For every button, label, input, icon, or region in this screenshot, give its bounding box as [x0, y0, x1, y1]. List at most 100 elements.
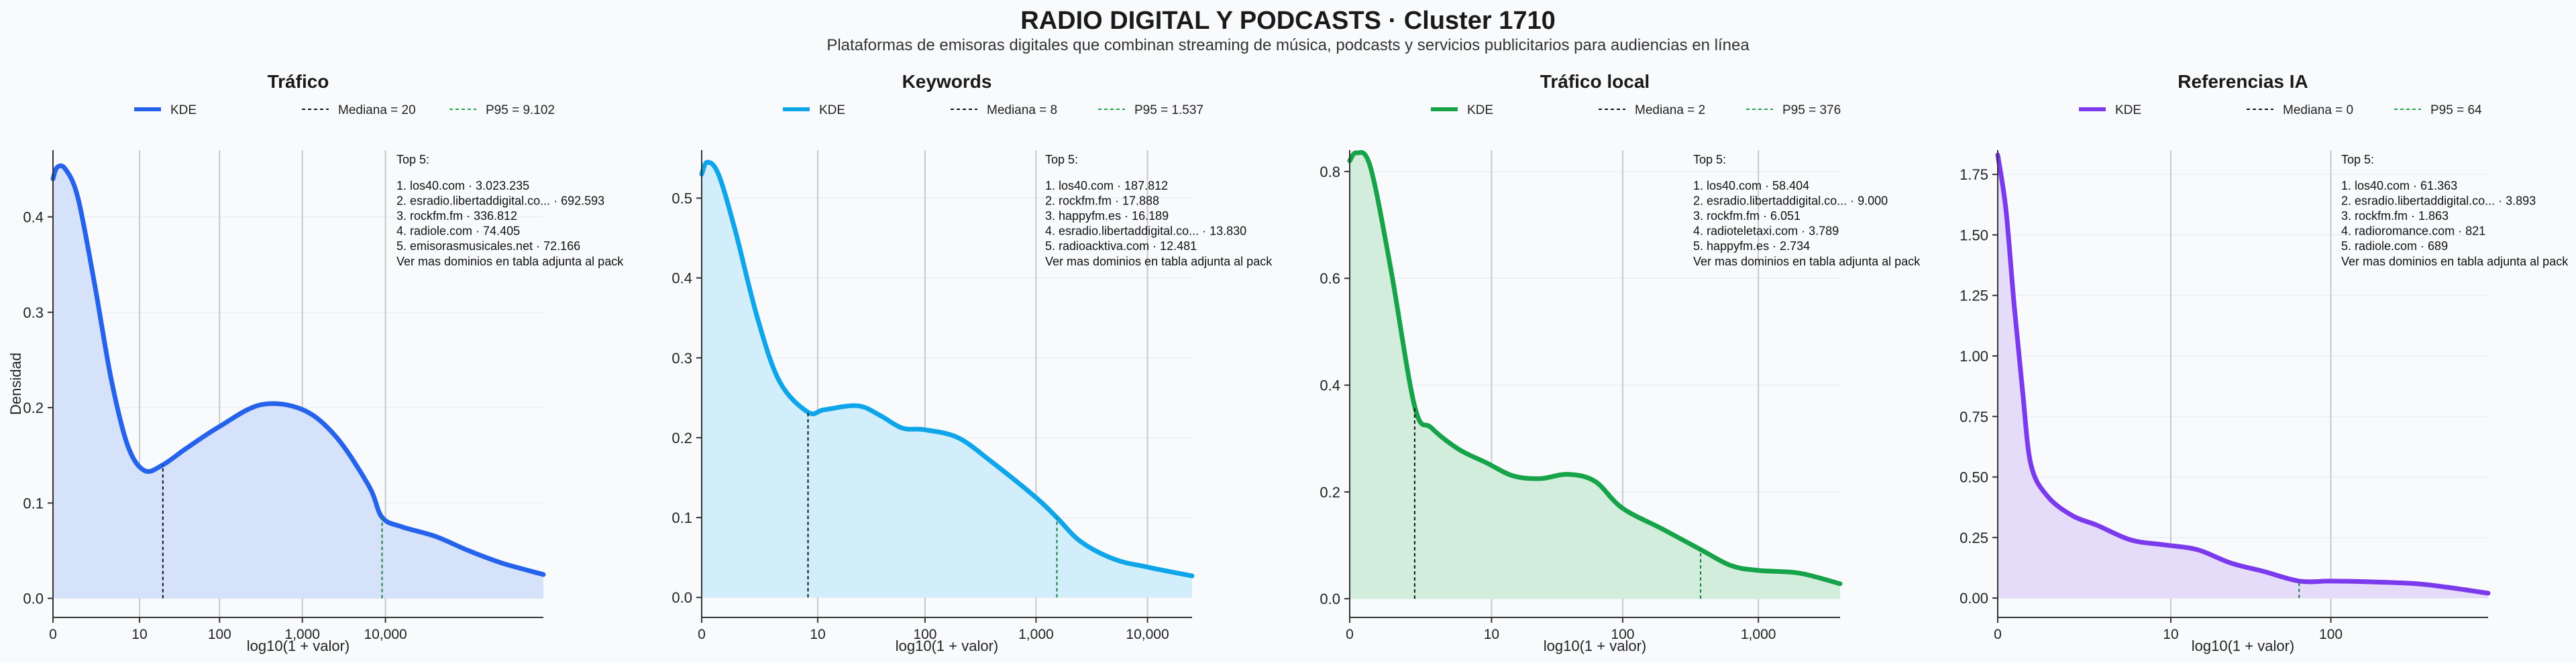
x-tick-label: 1,000	[1741, 627, 1776, 642]
top5-item: 2. esradio.libertaddigital.co... · 9.000	[1693, 194, 1888, 208]
x-tick-label: 100	[2319, 627, 2343, 642]
chart-panel-2: Keywords KDE Mediana = 8 P95 = 1.537 0.0 0.1 0…	[672, 71, 1273, 654]
panel-title: Keywords	[902, 71, 992, 92]
kde-line	[50, 163, 546, 577]
x-tick-label: 10,000	[1126, 627, 1169, 642]
top5-footer: Ver mas dominios en tabla adjunta al pac…	[2341, 255, 2569, 268]
legend: KDE Mediana = 20 P95 = 9.102	[134, 103, 555, 117]
x-tick-label: 1,000	[284, 627, 320, 642]
panel-title: Tráfico local	[1540, 71, 1650, 92]
legend-kde-label: KDE	[170, 103, 197, 117]
top5-annotation: Top 5: 1. los40.com · 61.363 2. esradio.li…	[2341, 153, 2569, 268]
x-tick-label: 10	[131, 627, 147, 642]
top5-item: 5. radiole.com · 689	[2341, 239, 2448, 253]
legend: KDE Mediana = 0 P95 = 64	[2079, 103, 2482, 117]
kde-area	[1350, 152, 1840, 599]
y-tick-label: 0.0	[1320, 591, 1340, 607]
y-tick-label: 0.0	[23, 591, 44, 607]
page-subtitle: Plataformas de emisoras digitales que co…	[826, 36, 1750, 54]
top5-item: 4. radioteletaxi.com · 3.789	[1693, 225, 1839, 238]
top5-item: 2. esradio.libertaddigital.co... · 692.5…	[396, 194, 604, 208]
kde-line	[1995, 152, 2491, 596]
x-tick-label: 10	[810, 627, 825, 642]
top5-item: 1. los40.com · 61.363	[2341, 179, 2457, 192]
top5-item: 5. emisorasmusicales.net · 72.166	[396, 239, 580, 253]
top5-item: 3. rockfm.fm · 1.863	[2341, 209, 2449, 223]
top5-annotation: Top 5: 1. los40.com · 58.404 2. esradio.li…	[1693, 153, 1921, 268]
y-tick-label: 0.4	[1320, 377, 1340, 394]
top5-item: 2. esradio.libertaddigital.co... · 3.893	[2341, 194, 2536, 208]
y-tick-label: 0.00	[1960, 590, 1988, 607]
legend-median-label: Mediana = 8	[987, 103, 1057, 117]
kde-line	[1347, 149, 1843, 587]
legend-p95-label: P95 = 1.537	[1134, 103, 1203, 117]
x-tick-label: 0	[49, 627, 57, 642]
y-tick-label: 0.8	[1320, 164, 1340, 180]
top5-footer: Ver mas dominios en tabla adjunta al pac…	[396, 255, 624, 268]
chart-panel-1: Tráfico KDE Mediana = 20 P95 = 9.102 0.0 0.1 0…	[7, 71, 624, 654]
y-tick-label: 0.2	[23, 400, 44, 416]
top5-footer: Ver mas dominios en tabla adjunta al pac…	[1693, 255, 1921, 268]
page-title: RADIO DIGITAL Y PODCASTS · Cluster 1710	[1020, 7, 1556, 35]
y-axis-label: Densidad	[7, 353, 24, 415]
y-tick-label: 0.0	[672, 589, 692, 606]
y-tick-label: 0.1	[23, 495, 44, 511]
y-tick-label: 0.4	[23, 209, 44, 226]
top5-title: Top 5:	[2341, 153, 2374, 166]
y-tick-label: 0.5	[672, 190, 692, 206]
top5-item: 3. rockfm.fm · 336.812	[396, 209, 517, 223]
y-tick-label: 0.4	[672, 270, 692, 287]
x-axis-label: log10(1 + valor)	[1544, 638, 1646, 654]
top5-annotation: Top 5: 1. los40.com · 3.023.235 2. esradio…	[396, 153, 624, 268]
y-tick-label: 1.25	[1960, 288, 1988, 304]
legend-p95-label: P95 = 376	[1782, 103, 1841, 117]
top5-footer: Ver mas dominios en tabla adjunta al pac…	[1045, 255, 1273, 268]
y-tick-label: 0.3	[23, 304, 44, 321]
y-tick-label: 1.50	[1960, 227, 1988, 243]
legend-median-label: Mediana = 0	[2283, 103, 2353, 117]
x-tick-label: 100	[208, 627, 231, 642]
legend: KDE Mediana = 2 P95 = 376	[1431, 103, 1841, 117]
x-axis-label: log10(1 + valor)	[247, 638, 350, 654]
x-axis-label: log10(1 + valor)	[896, 638, 998, 654]
top5-annotation: Top 5: 1. los40.com · 187.812 2. rockfm.fm…	[1045, 153, 1273, 268]
x-tick-label: 0	[698, 627, 706, 642]
y-tick-label: 0.2	[1320, 484, 1340, 501]
y-tick-label: 0.1	[672, 509, 692, 526]
y-tick-label: 0.50	[1960, 469, 1988, 486]
legend-median-label: Mediana = 20	[338, 103, 416, 117]
top5-item: 5. happyfm.es · 2.734	[1693, 239, 1810, 253]
kde-area	[702, 162, 1192, 598]
kde-line	[699, 160, 1195, 579]
top5-item: 1. los40.com · 3.023.235	[396, 179, 529, 192]
top5-item: 3. rockfm.fm · 6.051	[1693, 209, 1801, 223]
top5-item: 3. happyfm.es · 16.189	[1045, 209, 1169, 223]
panel-title: Referencias IA	[2178, 71, 2308, 92]
y-tick-label: 1.75	[1960, 166, 1988, 183]
x-axis-label: log10(1 + valor)	[2192, 638, 2294, 654]
top5-title: Top 5:	[396, 153, 429, 166]
top5-item: 4. esradio.libertaddigital.co... · 13.83…	[1045, 225, 1246, 238]
legend: KDE Mediana = 8 P95 = 1.537	[783, 103, 1203, 117]
legend-median-label: Mediana = 2	[1635, 103, 1705, 117]
y-tick-label: 0.6	[1320, 270, 1340, 287]
top5-title: Top 5:	[1045, 153, 1078, 166]
y-tick-label: 1.00	[1960, 348, 1988, 365]
kde-area	[1998, 155, 2488, 599]
chart-panel-3: Tráfico local KDE Mediana = 2 P95 = 376 0.0 0…	[1320, 71, 1921, 654]
x-tick-label: 0	[1994, 627, 2002, 642]
legend-kde-label: KDE	[1467, 103, 1493, 117]
legend-p95-label: P95 = 9.102	[486, 103, 555, 117]
legend-p95-label: P95 = 64	[2430, 103, 2482, 117]
legend-kde-label: KDE	[819, 103, 845, 117]
x-tick-label: 1,000	[1018, 627, 1054, 642]
top5-item: 5. radioacktiva.com · 12.481	[1045, 239, 1197, 253]
legend-kde-label: KDE	[2115, 103, 2141, 117]
top5-title: Top 5:	[1693, 153, 1726, 166]
top5-item: 2. rockfm.fm · 17.888	[1045, 194, 1159, 208]
y-tick-label: 0.25	[1960, 530, 1988, 546]
x-tick-label: 0	[1346, 627, 1354, 642]
x-tick-label: 100	[1611, 627, 1634, 642]
panel-title: Tráfico	[268, 71, 329, 92]
